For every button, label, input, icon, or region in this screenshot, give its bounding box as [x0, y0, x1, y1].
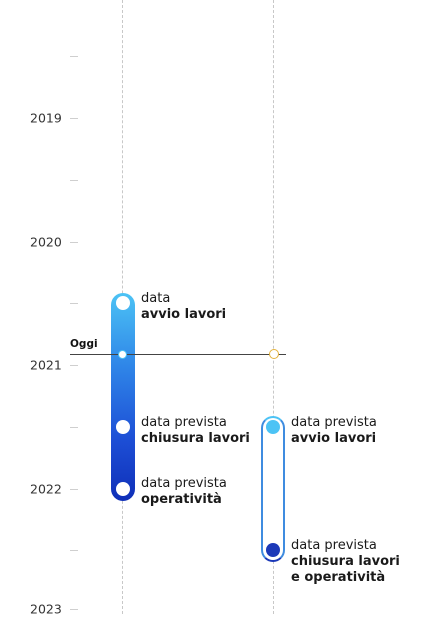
year-label-2022: 2022 — [30, 481, 62, 497]
today-label: Oggi — [70, 338, 98, 350]
milestone-title: avvio lavori — [291, 431, 377, 446]
track-guide-2 — [273, 0, 274, 614]
milestone-prefix: data prevista — [141, 476, 227, 491]
year-label-2019: 2019 — [30, 110, 62, 126]
milestone-title: chiusura lavori — [141, 431, 250, 446]
axis-tick — [70, 303, 78, 304]
phase2-end-label: data prevista chiusura lavori e operativ… — [291, 538, 400, 586]
today-line — [70, 354, 286, 355]
phase1-start-label: data avvio lavori — [141, 291, 226, 323]
milestone-prefix: data prevista — [141, 415, 227, 430]
phase2-end-marker[interactable] — [266, 543, 280, 557]
milestone-prefix: data — [141, 291, 171, 306]
phase1-operation-marker[interactable] — [116, 482, 130, 496]
axis-tick — [70, 118, 78, 119]
phase2-start-label: data prevista avvio lavori — [291, 415, 377, 447]
axis-tick — [70, 609, 78, 610]
axis-tick — [70, 365, 78, 366]
phase1-bar[interactable] — [111, 293, 135, 501]
phase2-bar[interactable] — [261, 416, 285, 562]
phase1-operation-label: data prevista operatività — [141, 476, 227, 508]
milestone-title-line2: e operatività — [291, 570, 386, 585]
axis-tick — [70, 180, 78, 181]
milestone-title: avvio lavori — [141, 307, 227, 322]
phase2-start-marker[interactable] — [266, 420, 280, 434]
year-label-2021: 2021 — [30, 357, 62, 373]
phase1-start-marker[interactable] — [116, 296, 130, 310]
axis-tick — [70, 427, 78, 428]
phase1-closing-label: data prevista chiusura lavori — [141, 415, 250, 447]
phase1-closing-marker[interactable] — [116, 420, 130, 434]
milestone-prefix: data prevista — [291, 415, 377, 430]
today-marker-phase2 — [269, 349, 279, 359]
year-label-2020: 2020 — [30, 234, 62, 250]
milestone-prefix: data prevista — [291, 538, 377, 553]
today-marker-phase1 — [118, 350, 127, 359]
milestone-title-line1: chiusura lavori — [291, 554, 400, 569]
axis-tick — [70, 489, 78, 490]
axis-tick — [70, 242, 78, 243]
year-label-2023: 2023 — [30, 601, 62, 617]
axis-tick — [70, 56, 78, 57]
axis-tick — [70, 550, 78, 551]
milestone-title: operatività — [141, 492, 222, 507]
